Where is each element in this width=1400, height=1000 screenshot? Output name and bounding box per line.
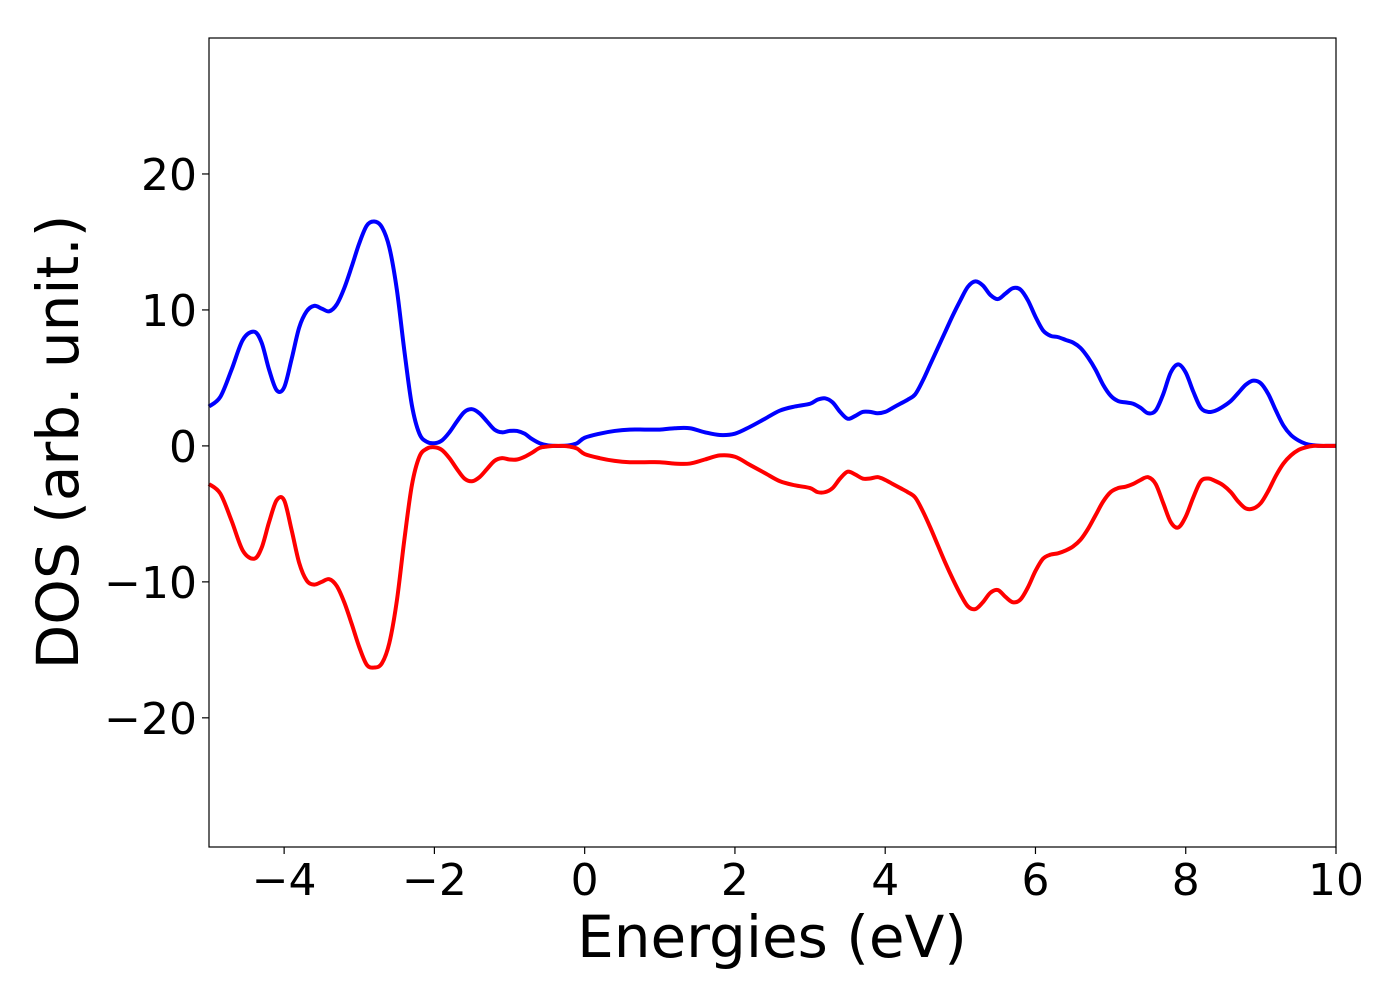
dos-series-1-line	[207, 443, 1336, 670]
x-axis-label: Energies (eV)	[577, 903, 967, 971]
y-tick-label: −20	[104, 694, 197, 745]
x-axis-ticks: −4 −2 0 2 4 6 8 10	[252, 847, 1364, 906]
x-tick-label: 8	[1172, 855, 1200, 906]
x-tick-label: −4	[252, 855, 317, 906]
x-tick-label: 6	[1021, 855, 1049, 906]
y-axis-label: DOS (arb. unit.)	[24, 215, 92, 670]
y-tick-label: 20	[141, 150, 197, 201]
x-tick-label: −2	[402, 855, 467, 906]
y-tick-label: 0	[169, 422, 197, 473]
x-tick-label: 10	[1308, 855, 1364, 906]
plot-frame	[208, 37, 1337, 848]
dos-series-0-line	[207, 219, 1336, 448]
x-tick-label: 0	[571, 855, 599, 906]
y-tick-label: 10	[141, 286, 197, 337]
x-tick-label: 4	[871, 855, 899, 906]
y-axis-ticks: −20 −10 0 10 20	[104, 150, 209, 745]
y-tick-label: −10	[104, 558, 197, 609]
x-tick-label: 2	[721, 855, 749, 906]
series-layer	[207, 219, 1336, 670]
